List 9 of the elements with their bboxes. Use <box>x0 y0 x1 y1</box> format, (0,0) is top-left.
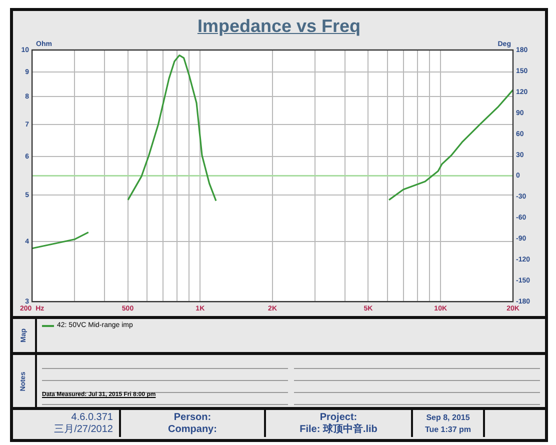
text: 4.6.0.371 <box>71 412 113 424</box>
text: Person: <box>174 412 212 424</box>
text: Company: <box>168 424 217 436</box>
text: Tue 1:37 pm <box>424 424 472 436</box>
text: Project: <box>320 412 358 423</box>
chart-title: Impedance vs Freq <box>196 16 362 38</box>
text: Sep 8, 2015 <box>426 412 470 424</box>
text: File: 球顶中音.lib <box>300 424 378 436</box>
text: 三月/27/2012 <box>54 424 113 436</box>
